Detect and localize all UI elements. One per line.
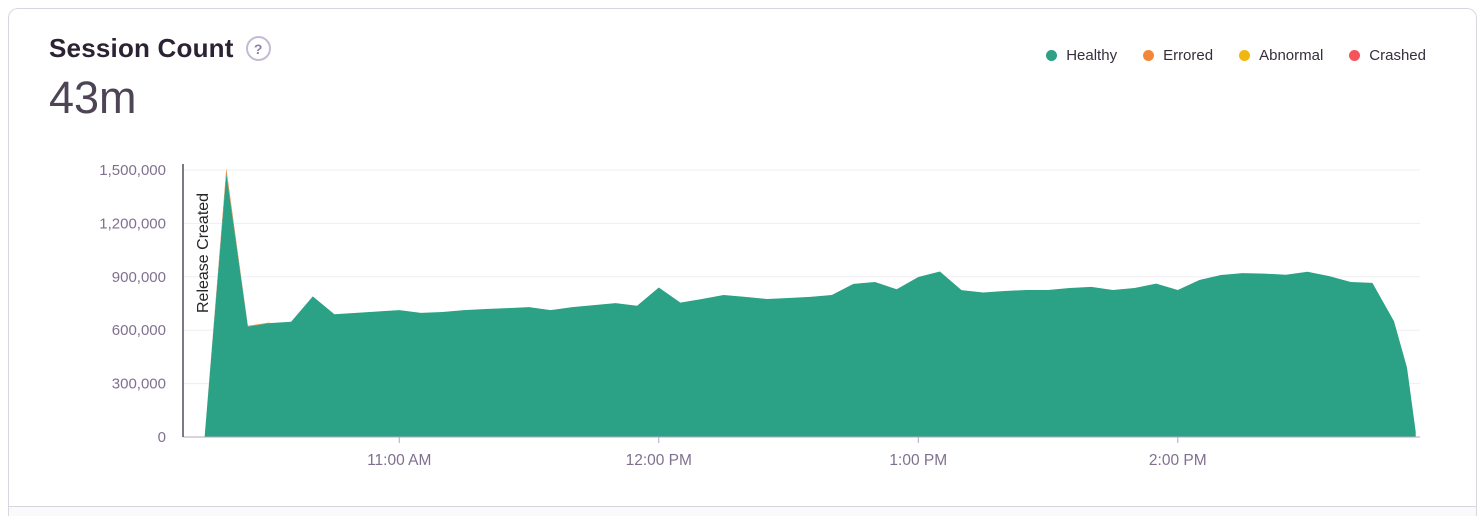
healthy-area[interactable] — [204, 173, 1416, 437]
area-series — [204, 168, 1416, 437]
x-tick-label: 11:00 AM — [367, 452, 431, 469]
x-tick-label: 2:00 PM — [1149, 452, 1207, 469]
chart-legend: Healthy Errored Abnormal Crashed — [1046, 47, 1426, 64]
errored-legend-dot-icon — [1143, 50, 1155, 61]
legend-item-crashed[interactable]: Crashed — [1349, 47, 1426, 64]
y-tick-label: 600,000 — [112, 322, 166, 339]
question-mark-glyph: ? — [253, 40, 263, 57]
card-section-divider — [9, 506, 1476, 507]
x-tick-label: 12:00 PM — [626, 452, 692, 469]
legend-item-errored[interactable]: Errored — [1143, 47, 1213, 64]
y-tick-label: 300,000 — [112, 376, 166, 393]
legend-item-abnormal[interactable]: Abnormal — [1239, 47, 1323, 64]
legend-label: Healthy — [1066, 47, 1118, 64]
y-tick-label: 0 — [158, 429, 166, 446]
y-tick-label: 1,500,000 — [99, 162, 166, 179]
legend-item-healthy[interactable]: Healthy — [1046, 47, 1117, 64]
card-header: Session Count ? 43m — [49, 33, 271, 124]
abnormal-legend-dot-icon — [1239, 50, 1251, 61]
help-icon[interactable]: ? — [245, 36, 271, 61]
session-total-value: 43m — [49, 72, 137, 123]
healthy-legend-dot-icon — [1046, 50, 1058, 61]
legend-label: Errored — [1163, 47, 1214, 64]
y-tick-label: 1,200,000 — [99, 215, 166, 232]
y-tick-label: 900,000 — [112, 269, 166, 286]
axes: 11:00 AM 12:00 PM 1:00 PM 2:00 PM — [183, 436, 1420, 469]
x-tick-label: 1:00 PM — [889, 452, 947, 469]
chart-title: Session Count — [49, 33, 234, 63]
legend-label: Abnormal — [1259, 47, 1324, 64]
next-section-strip — [9, 507, 1476, 516]
legend-label: Crashed — [1369, 47, 1426, 64]
crashed-legend-dot-icon — [1349, 50, 1361, 61]
release-label: Release Created — [195, 193, 212, 313]
